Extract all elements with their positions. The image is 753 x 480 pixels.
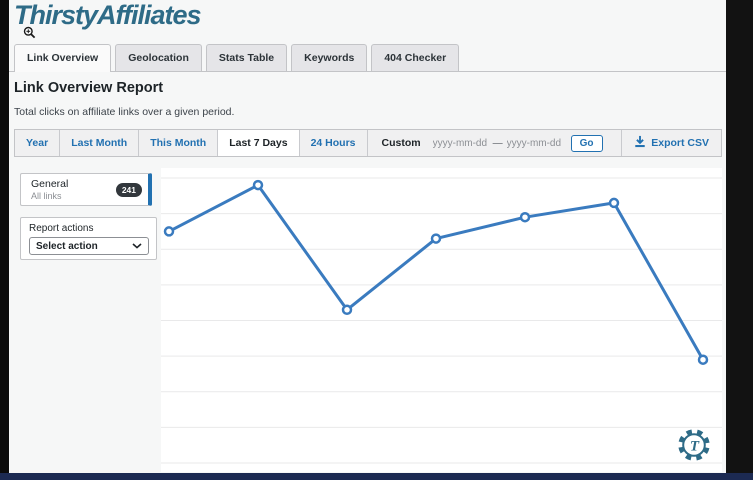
tab-404-checker[interactable]: 404 Checker	[371, 44, 460, 71]
page-subtitle: Total clicks on affiliate links over a g…	[14, 106, 235, 118]
thirstyaffiliates-gear-icon: T	[676, 427, 712, 463]
tab-keywords[interactable]: Keywords	[291, 44, 368, 71]
thirstyaffiliates-reports-page: ThirstyAffiliates Link Overview Geolocat…	[9, 0, 726, 473]
end-date-input[interactable]	[506, 130, 563, 156]
clicks-line-chart-panel: T	[161, 168, 722, 472]
category-title: General	[31, 178, 69, 190]
date-range-separator: —	[492, 137, 503, 149]
report-action-select[interactable]: Select action	[29, 237, 149, 255]
filter-last-month[interactable]: Last Month	[60, 130, 140, 156]
bottom-window-edge	[0, 473, 753, 480]
link-count-badge: 241	[115, 182, 142, 197]
report-actions-label: Report actions	[29, 223, 94, 234]
report-tabs: Link Overview Geolocation Stats Table Ke…	[9, 44, 726, 72]
filter-last-7-days[interactable]: Last 7 Days	[218, 130, 300, 156]
filter-24-hours[interactable]: 24 Hours	[300, 130, 368, 156]
export-csv-label: Export CSV	[651, 137, 709, 149]
tab-stats-table[interactable]: Stats Table	[205, 44, 288, 71]
left-black-strip	[0, 0, 9, 474]
svg-text:T: T	[690, 439, 700, 455]
export-csv-button[interactable]: Export CSV	[621, 130, 721, 156]
download-icon	[634, 135, 646, 151]
date-range-filter-bar: Year Last Month This Month Last 7 Days 2…	[14, 129, 722, 157]
report-category-general[interactable]: General All links 241	[20, 173, 152, 206]
page-title: Link Overview Report	[14, 80, 164, 96]
go-button[interactable]: Go	[570, 134, 603, 152]
filter-year[interactable]: Year	[15, 130, 61, 156]
report-actions-card: Report actions Select action	[20, 217, 157, 260]
chevron-down-icon	[132, 241, 142, 252]
start-date-input[interactable]	[432, 130, 489, 156]
custom-range-label: Custom	[381, 137, 421, 149]
right-black-strip	[726, 0, 753, 474]
category-subtitle: All links	[31, 191, 62, 201]
tab-link-overview[interactable]: Link Overview	[14, 44, 112, 72]
report-action-selected-value: Select action	[36, 240, 98, 252]
filter-this-month[interactable]: This Month	[139, 130, 219, 156]
tab-geolocation[interactable]: Geolocation	[115, 44, 202, 71]
thirstyaffiliates-logo: ThirstyAffiliates	[14, 0, 202, 30]
line-chart-svg[interactable]	[161, 168, 722, 472]
magnifier-cursor-icon	[23, 26, 36, 44]
